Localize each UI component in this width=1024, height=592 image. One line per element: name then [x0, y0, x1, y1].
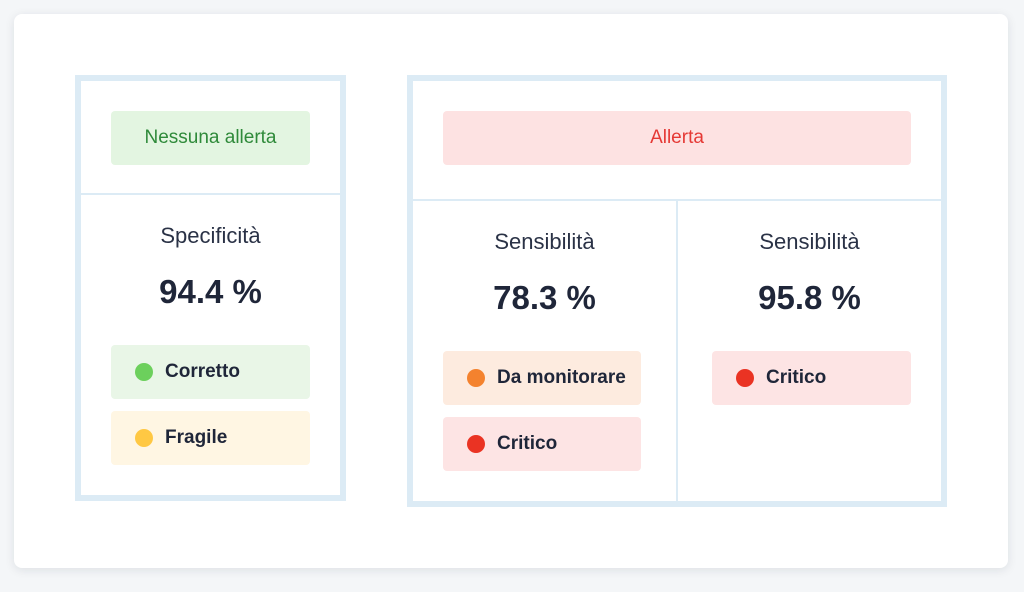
tag-fragile: Fragile — [111, 411, 310, 465]
red-dot-icon — [467, 435, 485, 453]
tag-label: Da monitorare — [497, 367, 626, 388]
tag-label: Critico — [497, 433, 558, 454]
no-alert-header: Nessuna allerta — [111, 111, 310, 165]
tag-label: Critico — [766, 367, 827, 388]
sensitivity-value: 95.8 % — [758, 279, 861, 316]
red-dot-icon — [736, 369, 754, 387]
green-dot-icon — [135, 363, 153, 381]
yellow-dot-icon — [135, 429, 153, 447]
specificity-label: Specificità — [160, 223, 261, 248]
tag-label: Fragile — [165, 427, 228, 448]
sensitivity-value: 78.3 % — [493, 279, 596, 316]
right-panel-column-divider — [676, 201, 678, 501]
tag-label: Corretto — [165, 361, 240, 382]
specificity-value: 94.4 % — [159, 273, 262, 310]
sensitivity-label: Sensibilità — [759, 229, 860, 254]
alert-header: Allerta — [443, 111, 911, 165]
no-alert-header-label: Nessuna allerta — [144, 127, 277, 148]
sensitivity-label: Sensibilità — [494, 229, 595, 254]
tag-critico: Critico — [443, 417, 641, 471]
tag-critico: Critico — [712, 351, 911, 405]
tag-da-monitorare: Da monitorare — [443, 351, 641, 405]
alert-header-label: Allerta — [650, 127, 704, 148]
left-panel-divider — [81, 193, 340, 195]
orange-dot-icon — [467, 369, 485, 387]
tag-corretto: Corretto — [111, 345, 310, 399]
right-panel-divider — [413, 199, 941, 201]
